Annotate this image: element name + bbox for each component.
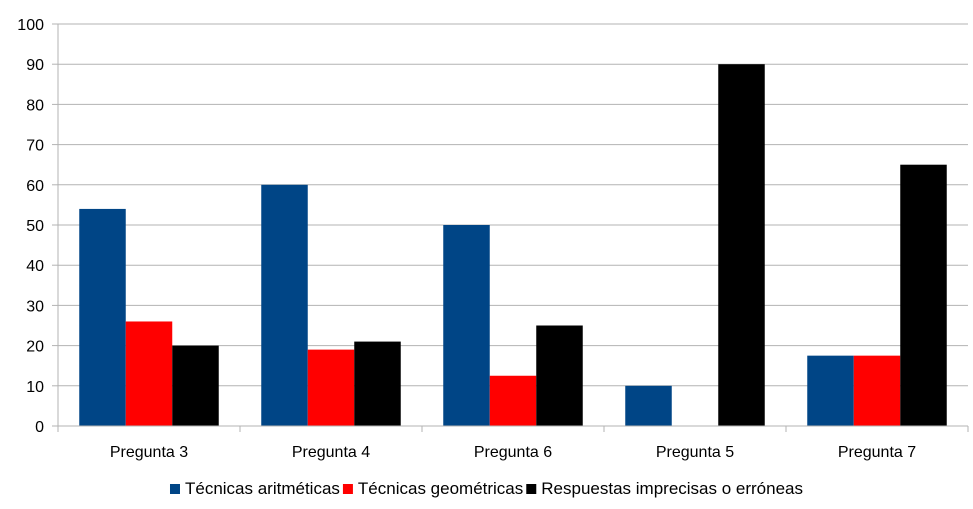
bar-4-series-1 bbox=[625, 385, 672, 426]
bar-2-series-1 bbox=[261, 184, 308, 426]
x-tick-label-1: Pregunta 3 bbox=[110, 444, 188, 461]
x-tick-label-5: Pregunta 7 bbox=[838, 444, 916, 461]
legend: Técnicas aritméticas Técnicas geométricas… bbox=[169, 479, 803, 498]
legend-swatch-2 bbox=[342, 484, 353, 494]
bar-2-series-2 bbox=[307, 349, 355, 426]
legend-label-3: Respuestas imprecisas o erróneas bbox=[541, 479, 803, 498]
bar-1-series-1 bbox=[79, 208, 126, 426]
y-tick-label-50: 50 bbox=[26, 218, 44, 235]
y-tick-label-70: 70 bbox=[26, 138, 44, 155]
y-tick-label-30: 30 bbox=[26, 298, 44, 315]
y-tick-label-10: 10 bbox=[26, 379, 44, 396]
bar-1-series-2 bbox=[125, 321, 173, 426]
bar-1-series-3 bbox=[172, 345, 219, 426]
legend-swatch-1 bbox=[169, 484, 180, 494]
x-tick-label-2: Pregunta 4 bbox=[292, 444, 370, 461]
y-tick-label-0: 0 bbox=[35, 419, 44, 436]
bar-3-series-3 bbox=[536, 325, 583, 426]
y-tick-label-100: 100 bbox=[17, 17, 44, 34]
y-tick-label-20: 20 bbox=[26, 339, 44, 356]
legend-label-1: Técnicas aritméticas bbox=[185, 479, 340, 498]
x-tick-label-4: Pregunta 5 bbox=[656, 444, 734, 461]
y-tick-label-90: 90 bbox=[26, 57, 44, 74]
bar-2-series-3 bbox=[354, 341, 401, 426]
bar-3-series-2 bbox=[489, 375, 537, 426]
bar-5-series-2 bbox=[853, 355, 901, 426]
y-tick-label-60: 60 bbox=[26, 178, 44, 195]
legend-label-2: Técnicas geométricas bbox=[358, 479, 523, 498]
y-tick-label-40: 40 bbox=[26, 258, 44, 275]
bar-4-series-3 bbox=[718, 64, 765, 426]
bar-5-series-1 bbox=[807, 355, 854, 426]
y-tick-label-80: 80 bbox=[26, 97, 44, 114]
bar-3-series-1 bbox=[443, 225, 490, 426]
x-tick-label-3: Pregunta 6 bbox=[474, 444, 552, 461]
legend-swatch-3 bbox=[526, 484, 537, 494]
bar-5-series-3 bbox=[900, 164, 947, 426]
